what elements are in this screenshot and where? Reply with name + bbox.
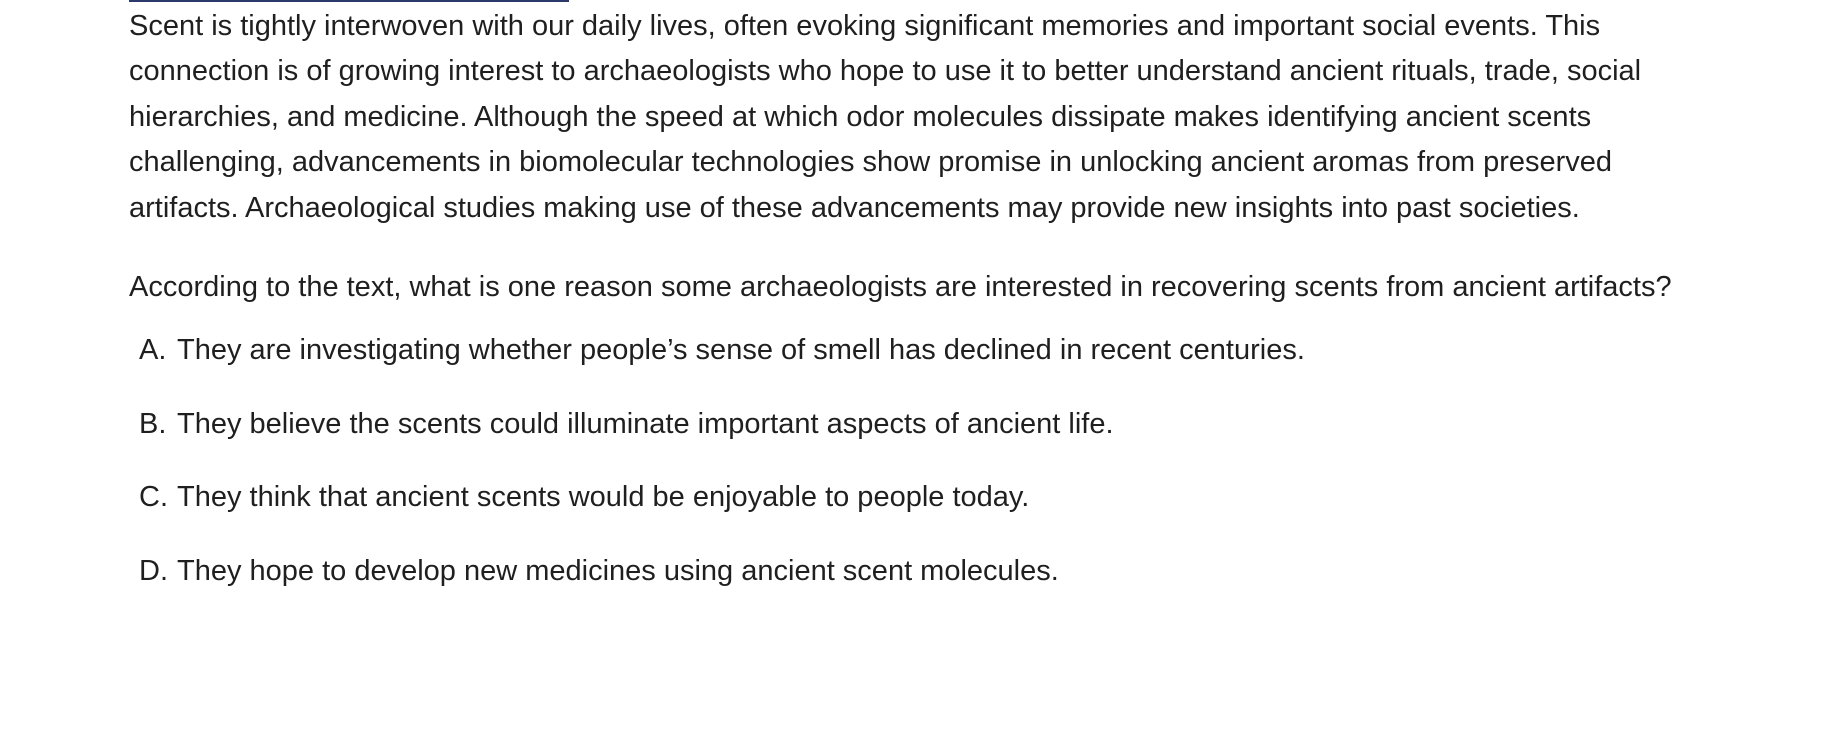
choice-letter: B. [139, 407, 167, 440]
choice-text: They think that ancient scents would be … [177, 481, 1030, 514]
choice-text: They believe the scents could illuminate… [177, 407, 1114, 440]
choice-text: They are investigating whether people’s … [177, 334, 1305, 367]
divider [129, 0, 569, 2]
choice-letter: C. [139, 481, 168, 514]
choice-a[interactable]: A. They are investigating whether people… [129, 328, 1709, 373]
question-content: Scent is tightly interwoven with our dai… [129, 4, 1709, 622]
choice-text: They hope to develop new medicines using… [177, 554, 1059, 587]
choice-b[interactable]: B. They believe the scents could illumin… [129, 402, 1709, 447]
passage-text: Scent is tightly interwoven with our dai… [129, 10, 1642, 224]
question-prompt: According to the text, what is one reaso… [129, 271, 1672, 304]
choice-d[interactable]: D. They hope to develop new medicines us… [129, 549, 1709, 594]
choice-letter: D. [139, 554, 168, 587]
choice-letter: A. [139, 334, 167, 367]
choice-c[interactable]: C. They think that ancient scents would … [129, 475, 1709, 520]
answer-choices: A. They are investigating whether people… [129, 328, 1709, 594]
